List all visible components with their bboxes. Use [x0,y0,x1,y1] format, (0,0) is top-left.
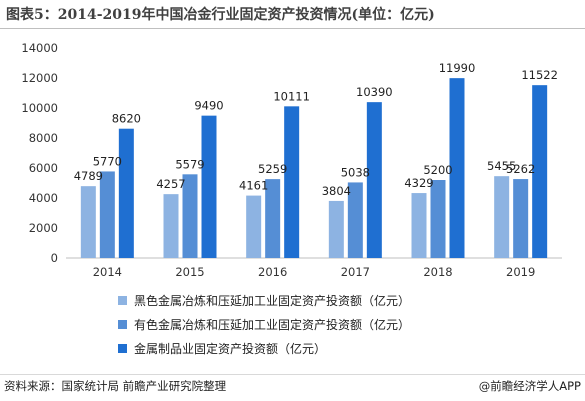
y-tick-label: 0 [51,251,58,265]
bar-3-2016 [284,106,300,259]
bar-2-2015 [182,174,198,258]
x-tick-label: 2014 [93,265,122,279]
bar-2-2016 [265,179,281,258]
data-label: 5455 [487,159,516,173]
data-label: 5579 [175,157,204,171]
bars [80,78,548,259]
bar-1-2019 [494,176,510,258]
data-label: 4257 [156,177,185,191]
data-label: 4329 [404,176,433,190]
bar-1-2016 [246,195,262,258]
x-tick-label: 2015 [175,265,204,279]
legend: 黑色金属冶炼和压延加工业固定资产投资额（亿元） 有色金属冶炼和压延加工业固定资产投… [118,293,410,356]
chart-title: 图表5：2014-2019年中国冶金行业固定资产投资情况(单位：亿元) [6,7,435,23]
data-label: 3804 [322,184,351,198]
bar-3-2014 [118,128,134,258]
bar-1-2018 [411,193,427,258]
data-label: 11522 [521,68,558,82]
y-tick-label: 4000 [29,191,58,205]
y-tick-label: 12000 [21,71,58,85]
data-label: 5200 [423,163,452,177]
data-label: 10111 [273,89,310,103]
y-tick-label: 2000 [29,221,58,235]
x-tick-label: 2018 [423,265,452,279]
data-label: 11990 [439,61,476,75]
bar-2-2014 [99,171,115,258]
data-label: 9490 [194,99,223,113]
y-tick-label: 14000 [21,41,58,55]
x-tick-label: 2019 [506,265,535,279]
legend-swatch [118,296,127,305]
x-axis: 2014 2015 2016 2017 2018 2019 [66,257,562,279]
bar-1-2017 [328,200,344,258]
title-divider [0,28,585,29]
data-label: 4161 [239,179,268,193]
y-tick-label: 6000 [29,161,58,175]
credit-note: @前瞻经济学人APP [478,379,581,393]
data-label: 5259 [258,162,287,176]
data-label: 8620 [112,112,141,126]
bar-3-2018 [449,78,465,259]
legend-label: 金属制品业固定资产投资额（亿元） [134,341,326,356]
bar-2-2018 [430,180,446,258]
bar-1-2015 [163,194,179,258]
data-label: 5038 [341,165,370,179]
data-label: 5262 [506,162,535,176]
bar-1-2014 [80,186,96,258]
footer-divider [0,374,585,375]
source-note: 资料来源：国家统计局 前瞻产业研究院整理 [4,379,227,393]
bar-3-2019 [532,85,548,258]
data-label: 10390 [356,85,393,99]
legend-label: 黑色金属冶炼和压延加工业固定资产投资额（亿元） [134,293,410,308]
bar-2-2019 [513,179,529,258]
x-tick-label: 2016 [258,265,287,279]
footer: 资料来源：国家统计局 前瞻产业研究院整理 @前瞻经济学人APP [4,378,581,396]
data-label: 5770 [93,154,122,168]
bar-3-2017 [366,102,382,259]
legend-swatch [118,344,127,353]
legend-swatch [118,320,127,329]
bar-3-2015 [201,115,217,259]
x-tick-label: 2017 [341,265,370,279]
legend-label: 有色金属冶炼和压延加工业固定资产投资额（亿元） [134,317,410,332]
y-tick-label: 8000 [29,131,58,145]
data-label: 4789 [74,169,103,183]
bar-2-2017 [347,182,363,258]
y-tick-label: 10000 [21,101,58,115]
y-axis: 0 2000 4000 6000 8000 10000 12000 14000 [21,41,58,265]
